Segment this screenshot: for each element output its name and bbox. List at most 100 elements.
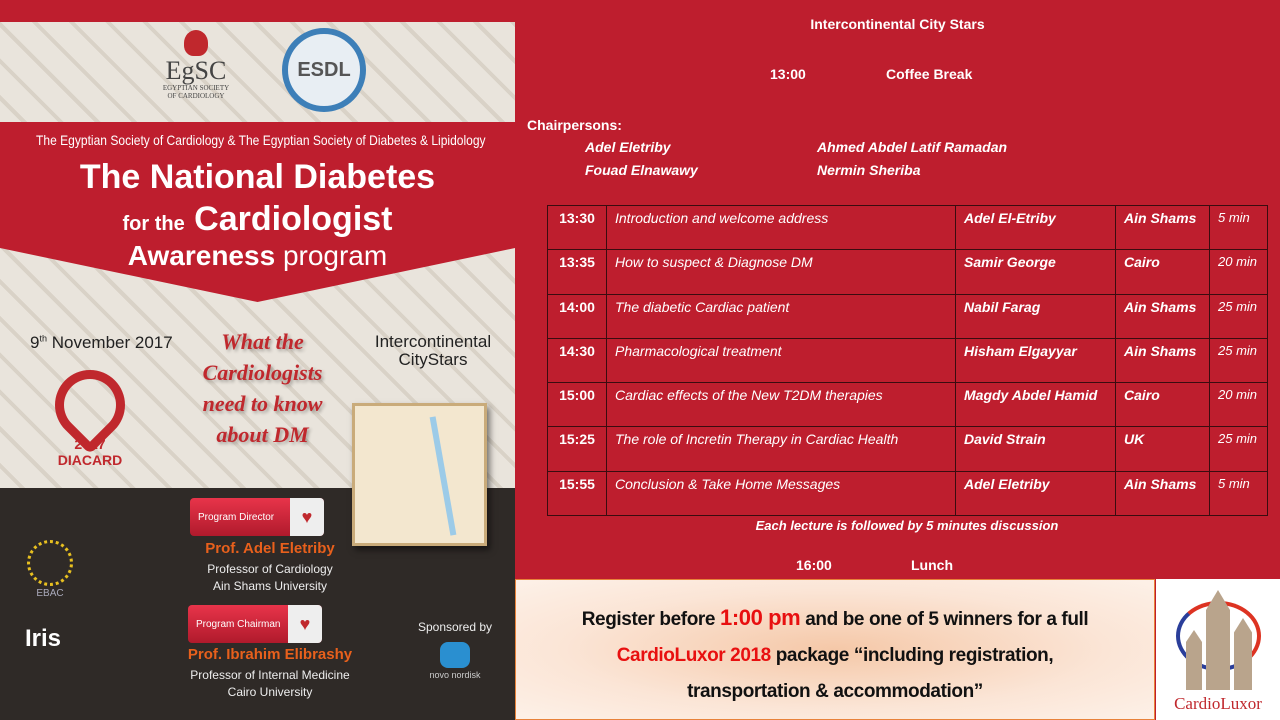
chairperson: Ahmed Abdel Latif Ramadan (817, 139, 1008, 155)
event-venue: Intercontinental CityStars (374, 332, 492, 369)
lunch-label: Lunch (911, 557, 953, 573)
poster-title-line1: The National Diabetes (79, 158, 436, 196)
egypt-map (352, 403, 487, 546)
session-speaker: David Strain (955, 426, 1116, 472)
director-desc: Professor of Cardiology Ain Shams Univers… (160, 561, 380, 595)
schedule-row: 14:30 Pharmacological treatment Hisham Elg… (547, 337, 1268, 384)
session-affiliation: Ain Shams (1115, 293, 1210, 339)
title-awareness: Awareness (127, 240, 276, 271)
chairperson: Fouad Elnawawy (585, 162, 698, 178)
session-speaker: Magdy Abdel Hamid (955, 382, 1116, 428)
promo-event: CardioLuxor 2018 (616, 645, 772, 666)
poster-top-bar (0, 0, 515, 22)
event-date: 9th November 2017 (30, 333, 173, 353)
chairman-name: Prof. Ibrahim Elibrashy (187, 646, 353, 663)
session-speaker: Adel El-Etriby (955, 204, 1116, 251)
director-role: Program Director (198, 511, 275, 523)
session-title: Conclusion & Take Home Messages (606, 470, 956, 517)
session-affiliation: UK (1115, 426, 1210, 472)
promo-deadline: 1:00 pm (719, 605, 801, 630)
chairperson: Adel Eletriby (585, 139, 671, 155)
novo-nordisk-logo: novo nordisk (415, 642, 495, 680)
program-chairman-badge: Program Chairman ♥ (188, 605, 322, 643)
date-suffix: th (39, 333, 47, 344)
session-duration: 5 min (1209, 470, 1268, 517)
venue-header: Intercontinental City Stars (810, 16, 985, 32)
session-title: The role of Incretin Therapy in Cardiac … (606, 426, 956, 472)
director-university: Ain Shams University (212, 579, 328, 593)
schedule-row: 15:25 The role of Incretin Therapy in Car… (547, 426, 1268, 472)
session-title: How to suspect & Diagnose DM (606, 249, 956, 295)
session-speaker: Nabil Farag (955, 293, 1116, 339)
coffee-label: Coffee Break (886, 66, 973, 82)
title-cardiologist: Cardiologist (194, 200, 393, 238)
session-duration: 5 min (1209, 204, 1268, 251)
session-affiliation: Ain Shams (1115, 337, 1210, 384)
session-duration: 20 min (1209, 249, 1268, 295)
promo-text: Register before (581, 609, 716, 630)
session-affiliation: Ain Shams (1115, 204, 1210, 251)
tagline: What the Cardiologists need to know abou… (202, 329, 323, 447)
chairman-desc: Professor of Internal Medicine Cairo Univ… (160, 667, 380, 701)
session-time: 15:00 (547, 382, 607, 428)
heart-icon: ♥ (288, 605, 322, 643)
session-affiliation: Cairo (1115, 382, 1210, 428)
diacard-text: DIACARD (57, 452, 123, 468)
session-duration: 25 min (1209, 426, 1268, 472)
chairpersons-label: Chairpersons: (527, 117, 622, 133)
cardioluxor-logo: CardioLuxor (1156, 579, 1280, 720)
session-time: 14:00 (547, 293, 607, 339)
esdl-logo-text: ESDL (297, 58, 351, 81)
chairman-title: Professor of Internal Medicine (190, 668, 350, 682)
session-title: The diabetic Cardiac patient (606, 293, 956, 339)
program-director-badge: Program Director ♥ (190, 498, 324, 536)
director-title: Professor of Cardiology (207, 562, 333, 576)
egsc-logo-text: EgSC (165, 56, 227, 85)
title-for-the: for the (122, 213, 185, 235)
sponsored-by: Sponsored by (417, 620, 493, 634)
chairman-role: Program Chairman (196, 618, 281, 630)
poster-title-line3: Awareness program (0, 240, 515, 272)
date-rest: November 2017 (51, 333, 173, 352)
chairperson: Nermin Sheriba (817, 162, 921, 178)
iris-logo: Iris (25, 625, 62, 652)
promo-line1: Register before 1:00 pm and be one of 5 … (516, 600, 1154, 638)
session-time: 13:30 (547, 204, 607, 251)
session-time: 15:25 (547, 426, 607, 472)
director-name: Prof. Adel Eletriby (205, 540, 335, 557)
session-time: 13:35 (547, 249, 607, 295)
session-speaker: Samir George (955, 249, 1116, 295)
poster-title-line2: for the Cardiologist (0, 200, 515, 239)
session-time: 14:30 (547, 337, 607, 384)
session-affiliation: Cairo (1115, 249, 1210, 295)
promo-text: and be one of 5 winners for a full (805, 609, 1089, 630)
session-speaker: Adel Eletriby (955, 470, 1116, 517)
heart-icon: ♥ (290, 498, 324, 536)
schedule-row: 14:00 The diabetic Cardiac patient Nabil F… (547, 293, 1268, 339)
schedule-row: 15:55 Conclusion & Take Home Messages Adel… (547, 470, 1268, 517)
promo-line3: transportation & accommodation” (687, 681, 983, 702)
diacard-year: 2017 (74, 436, 106, 452)
session-speaker: Hisham Elgayyar (955, 337, 1116, 384)
session-title: Introduction and welcome address (606, 204, 956, 251)
date-day: 9 (30, 333, 40, 352)
session-time: 15:55 (547, 470, 607, 517)
ebac-logo: EBAC (25, 540, 75, 599)
ebac-text: EBAC (36, 588, 64, 599)
schedule-table: 13:30 Introduction and welcome address Ade… (547, 204, 1268, 517)
registration-promo: Register before 1:00 pm and be one of 5 … (515, 579, 1155, 720)
novo-text: novo nordisk (429, 670, 481, 680)
cardioluxor-text: CardioLuxor (1174, 694, 1262, 713)
lunch-time: 16:00 (796, 557, 832, 573)
session-duration: 25 min (1209, 337, 1268, 384)
session-title: Cardiac effects of the New T2DM therapie… (606, 382, 956, 428)
session-duration: 25 min (1209, 293, 1268, 339)
event-poster: EgSC EGYPTIAN SOCIETY OF CARDIOLOGY ESDL … (0, 0, 515, 720)
chairman-university: Cairo University (227, 685, 313, 699)
discussion-note: Each lecture is followed by 5 minutes di… (755, 518, 1059, 533)
egsc-logo: EgSC EGYPTIAN SOCIETY OF CARDIOLOGY (160, 30, 232, 100)
coffee-time: 13:00 (770, 66, 806, 82)
diacard-logo: 2017 DIACARD (40, 355, 140, 468)
title-program: program (282, 240, 388, 271)
promo-line2: CardioLuxor 2018 package “including regi… (516, 638, 1154, 674)
